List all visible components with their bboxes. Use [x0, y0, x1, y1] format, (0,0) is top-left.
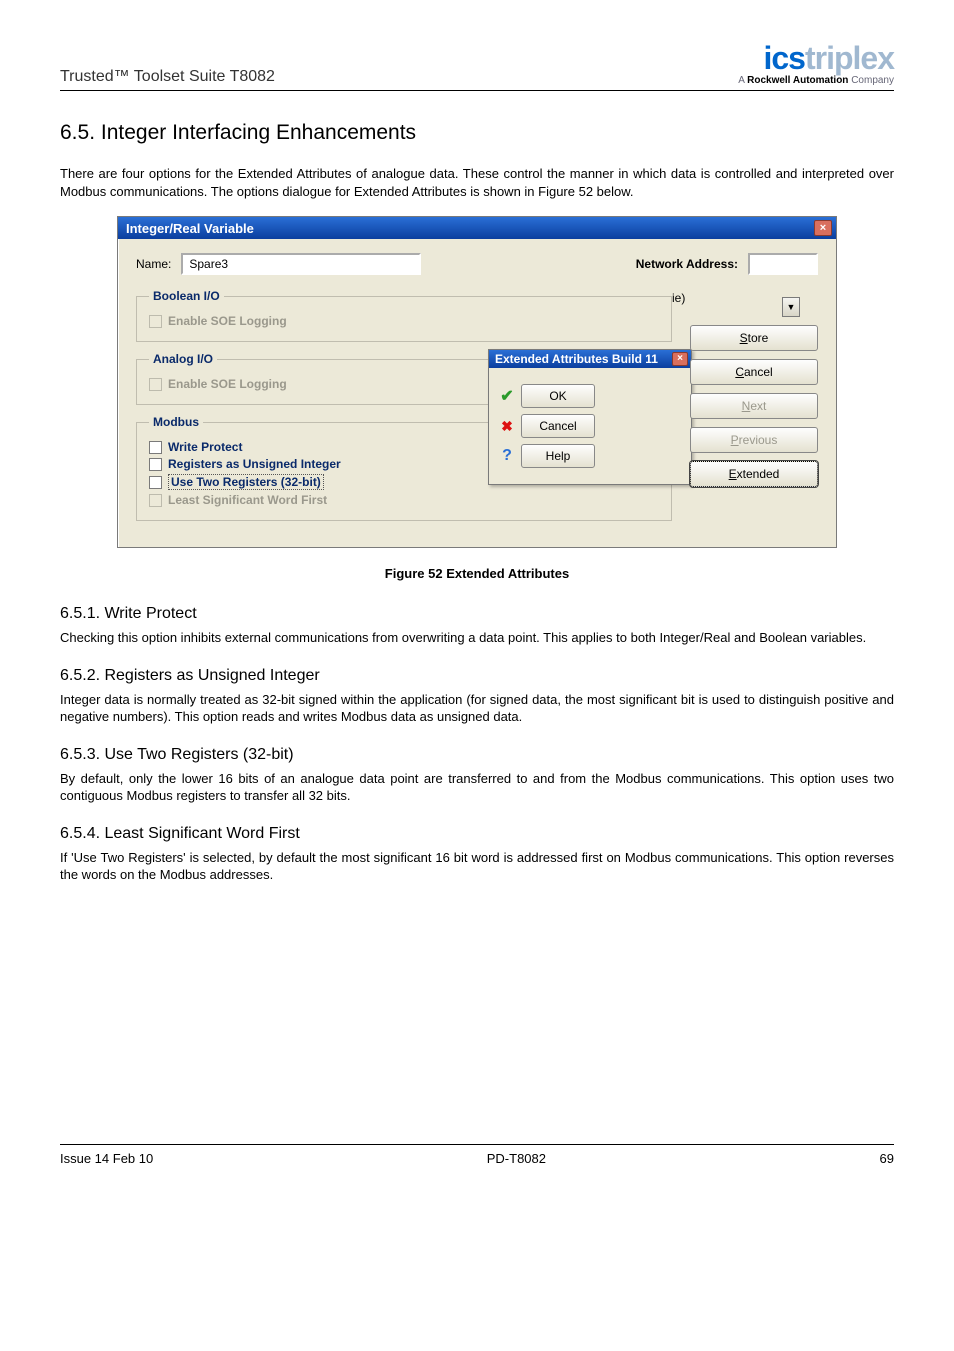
store-button[interactable]: Store	[690, 325, 818, 351]
checkbox-icon	[149, 315, 162, 328]
logo: icstriplex A Rockwell Automation Company	[738, 40, 894, 86]
footer-right: 69	[880, 1151, 894, 1166]
cancel-button[interactable]: Cancel	[521, 414, 595, 438]
page-footer: Issue 14 Feb 10 PD-T8082 69	[60, 1144, 894, 1166]
logo-ics: ics	[763, 40, 804, 76]
dialog-window: Integer/Real Variable × Name: Network Ad…	[117, 216, 837, 548]
titlebar: Integer/Real Variable ×	[118, 217, 836, 239]
boolean-io-group: Boolean I/O Enable SOE Logging	[136, 289, 672, 342]
sub-651-heading: 6.5.1. Write Protect	[60, 605, 894, 623]
close-icon[interactable]: ×	[672, 352, 688, 366]
lsw-first-label: Least Significant Word First	[168, 493, 327, 507]
previous-button: Previous	[690, 427, 818, 453]
checkbox-icon	[149, 476, 162, 489]
name-input[interactable]	[181, 253, 421, 275]
logo-triplex: triplex	[805, 40, 894, 76]
network-address-input[interactable]	[748, 253, 818, 275]
sub-654-body: If 'Use Two Registers' is selected, by d…	[60, 849, 894, 884]
section-heading: 6.5. Integer Interfacing Enhancements	[60, 121, 894, 145]
write-protect-label: Write Protect	[168, 440, 242, 454]
cross-icon: ✖	[499, 418, 515, 435]
help-icon: ?	[499, 447, 515, 465]
name-label: Name:	[136, 257, 171, 271]
peek-text: ie)	[672, 291, 685, 305]
boolean-io-legend: Boolean I/O	[149, 289, 224, 303]
analog-io-legend: Analog I/O	[149, 352, 217, 366]
checkbox-icon	[149, 378, 162, 391]
sub-652-body: Integer data is normally treated as 32-b…	[60, 691, 894, 726]
ok-button[interactable]: OK	[521, 384, 595, 408]
logo-sub-suffix: Company	[848, 75, 894, 86]
doc-title: Trusted™ Toolset Suite T8082	[60, 68, 275, 86]
inner-dialog-title: Extended Attributes Build 11	[495, 352, 658, 366]
dropdown-arrow-icon[interactable]: ▼	[782, 297, 800, 317]
footer-mid: PD-T8082	[487, 1151, 546, 1166]
footer-left: Issue 14 Feb 10	[60, 1151, 153, 1166]
logo-sub-bold: Rockwell Automation	[747, 75, 848, 86]
checkbox-icon	[149, 441, 162, 454]
page-header: Trusted™ Toolset Suite T8082 icstriplex …	[60, 40, 894, 91]
next-button: Next	[690, 393, 818, 419]
sub-653-body: By default, only the lower 16 bits of an…	[60, 770, 894, 805]
sub-651-body: Checking this option inhibits external c…	[60, 629, 894, 647]
check-icon: ✔	[499, 386, 515, 406]
checkbox-icon	[149, 458, 162, 471]
close-icon[interactable]: ×	[814, 220, 832, 236]
extended-button[interactable]: Extended	[690, 461, 818, 487]
dialog-title: Integer/Real Variable	[126, 221, 254, 236]
boolean-soe-checkbox: Enable SOE Logging	[149, 314, 659, 328]
lsw-first-checkbox: Least Significant Word First	[149, 493, 659, 507]
checkbox-icon	[149, 494, 162, 507]
analog-soe-label: Enable SOE Logging	[168, 377, 287, 391]
logo-sub-prefix: A	[738, 75, 747, 86]
sub-654-heading: 6.5.4. Least Significant Word First	[60, 825, 894, 843]
two-registers-label: Use Two Registers (32-bit)	[168, 474, 324, 490]
unsigned-integer-label: Registers as Unsigned Integer	[168, 457, 341, 471]
modbus-legend: Modbus	[149, 415, 203, 429]
sub-653-heading: 6.5.3. Use Two Registers (32-bit)	[60, 746, 894, 764]
sub-652-heading: 6.5.2. Registers as Unsigned Integer	[60, 667, 894, 685]
cancel-button[interactable]: Cancel	[690, 359, 818, 385]
section-intro: There are four options for the Extended …	[60, 165, 894, 200]
help-button[interactable]: Help	[521, 444, 595, 468]
extended-attributes-dialog: Extended Attributes Build 11 × ✔ OK ✖	[488, 349, 692, 485]
figure-caption: Figure 52 Extended Attributes	[60, 566, 894, 581]
network-address-label: Network Address:	[636, 257, 738, 271]
boolean-soe-label: Enable SOE Logging	[168, 314, 287, 328]
